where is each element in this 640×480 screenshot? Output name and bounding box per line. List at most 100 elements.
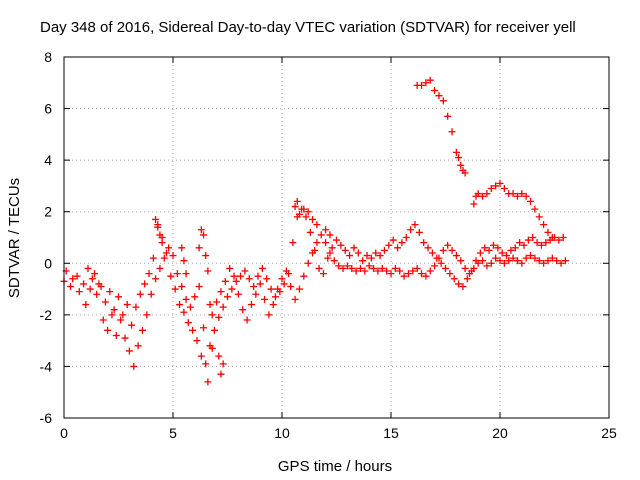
data-point <box>485 246 493 254</box>
data-point <box>461 169 469 177</box>
data-point <box>457 161 465 169</box>
data-point <box>418 81 426 89</box>
data-point <box>269 301 277 309</box>
data-point <box>503 252 511 260</box>
data-point <box>407 226 415 234</box>
data-point <box>208 311 216 319</box>
data-point <box>112 331 120 339</box>
y-tick-label: -6 <box>40 410 53 426</box>
x-tick-label: 25 <box>601 425 617 441</box>
data-point <box>69 275 77 283</box>
data-point <box>230 272 238 280</box>
data-point <box>505 257 513 265</box>
data-point <box>431 87 439 95</box>
x-tick-label: 5 <box>169 425 177 441</box>
data-point <box>239 306 247 314</box>
x-tick-label: 20 <box>492 425 508 441</box>
data-point <box>533 239 541 247</box>
data-point <box>156 231 164 239</box>
data-point <box>548 254 556 262</box>
data-point <box>193 337 201 345</box>
data-point <box>280 280 288 288</box>
series-1 <box>62 231 569 386</box>
data-point <box>557 259 565 267</box>
data-point <box>335 262 343 270</box>
data-point <box>319 270 327 278</box>
data-point <box>359 257 367 265</box>
data-point <box>80 280 88 288</box>
data-point <box>180 308 188 316</box>
data-point <box>182 270 190 278</box>
data-point <box>195 244 203 252</box>
data-point <box>173 270 181 278</box>
data-point <box>492 182 500 190</box>
data-point <box>202 252 210 260</box>
data-point <box>531 254 539 262</box>
data-point <box>540 259 548 267</box>
data-point <box>518 190 526 198</box>
data-point <box>197 226 205 234</box>
data-point <box>380 246 388 254</box>
data-point <box>378 264 386 272</box>
data-point <box>313 221 321 229</box>
data-point <box>219 360 227 368</box>
data-point <box>461 264 469 272</box>
data-point <box>365 262 373 270</box>
data-point <box>444 241 452 249</box>
data-point <box>326 249 334 257</box>
data-point <box>302 213 310 221</box>
data-point <box>426 76 434 84</box>
data-point <box>341 246 349 254</box>
data-point <box>73 272 81 280</box>
data-point <box>167 272 175 280</box>
data-point <box>513 257 521 265</box>
data-point <box>75 288 83 296</box>
data-point <box>531 205 539 213</box>
data-point <box>513 192 521 200</box>
data-point <box>182 295 190 303</box>
data-point <box>328 244 336 252</box>
data-point <box>132 303 140 311</box>
data-point <box>474 259 482 267</box>
data-point <box>322 226 330 234</box>
data-point <box>263 275 271 283</box>
data-point <box>400 272 408 280</box>
data-point <box>165 244 173 252</box>
data-point <box>535 257 543 265</box>
data-point <box>130 362 138 370</box>
data-point <box>391 264 399 272</box>
data-points <box>60 76 569 386</box>
data-point <box>210 326 218 334</box>
data-point <box>115 293 122 301</box>
data-point <box>544 228 552 236</box>
data-point <box>457 257 465 265</box>
data-point <box>247 301 255 309</box>
data-point <box>422 272 430 280</box>
data-point <box>180 257 188 265</box>
data-point <box>200 231 208 239</box>
data-point <box>219 303 227 311</box>
data-point <box>243 316 251 324</box>
data-point <box>507 246 515 254</box>
data-point <box>420 239 428 247</box>
data-point <box>215 352 223 360</box>
data-point <box>322 239 330 247</box>
data-point <box>67 282 75 290</box>
data-point <box>561 257 569 265</box>
data-point <box>435 92 443 100</box>
data-point <box>213 298 221 306</box>
data-point <box>424 244 432 252</box>
data-point <box>189 326 197 334</box>
data-point <box>289 239 297 247</box>
data-point <box>435 254 443 262</box>
data-point <box>479 192 487 200</box>
data-point <box>309 249 317 257</box>
data-point <box>415 228 423 236</box>
data-point <box>548 234 556 241</box>
data-point <box>489 241 497 249</box>
data-point <box>200 324 208 332</box>
data-point <box>195 282 203 290</box>
data-point <box>300 272 308 280</box>
data-point <box>411 221 419 229</box>
series-4 <box>470 179 556 241</box>
